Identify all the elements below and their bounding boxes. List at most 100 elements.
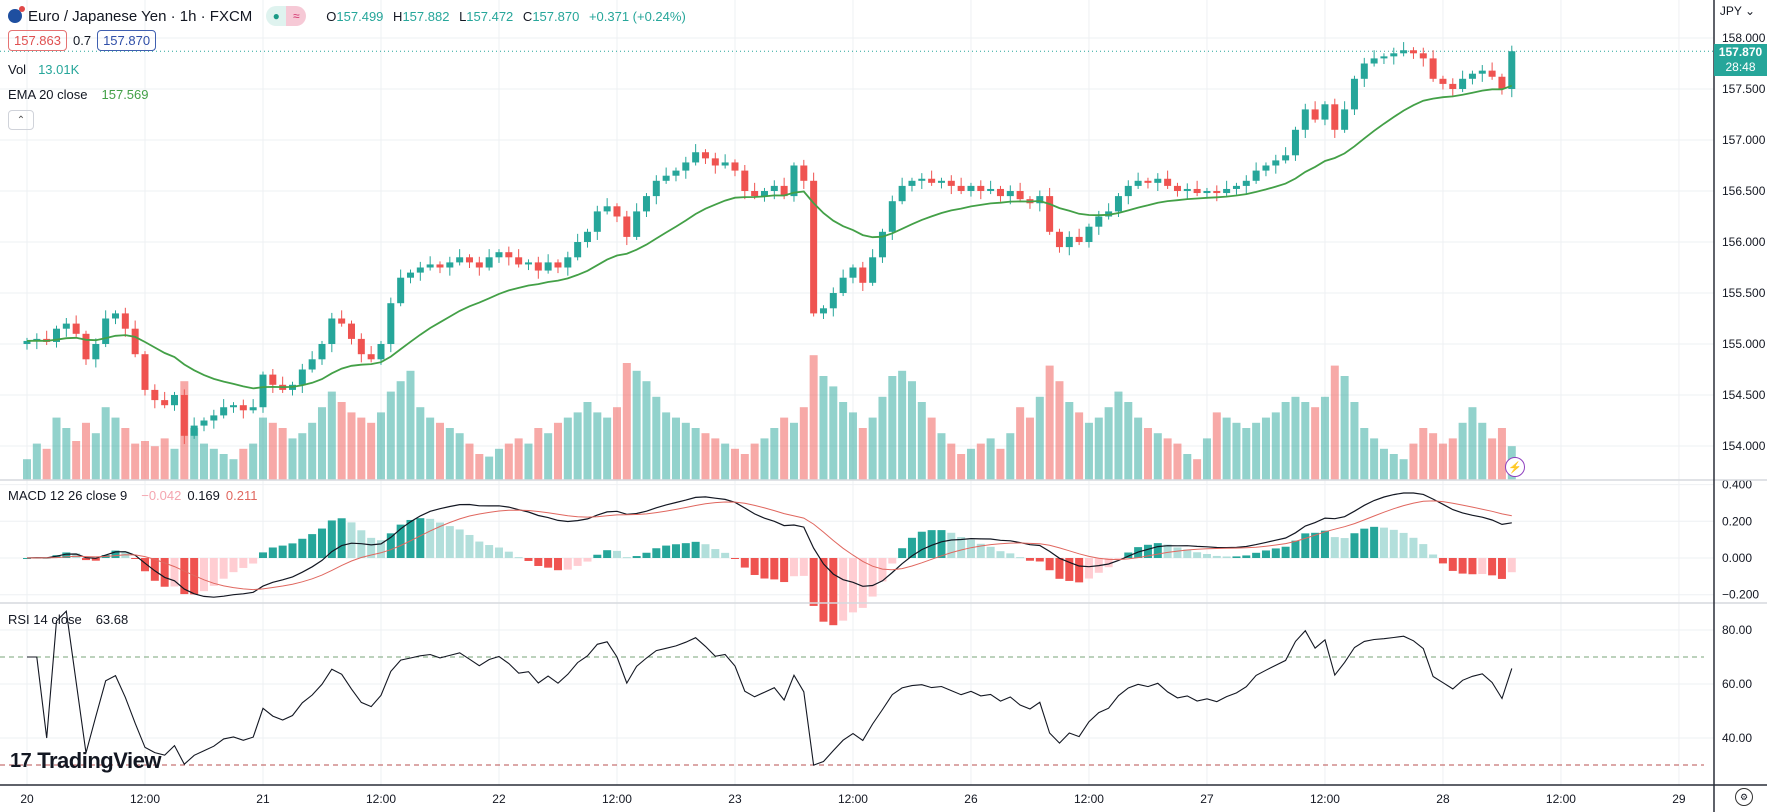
volume-bar xyxy=(1360,428,1369,480)
candle-body xyxy=(682,162,690,171)
macd-histogram-bar xyxy=(780,558,789,583)
candle-body xyxy=(377,344,385,360)
candle-body xyxy=(367,354,375,360)
candle-body xyxy=(751,191,759,197)
macd-histogram-bar xyxy=(681,543,690,558)
candle-body xyxy=(672,170,680,176)
buy-button[interactable]: 157.870 xyxy=(97,30,157,51)
macd-histogram-bar xyxy=(858,558,867,608)
macd-histogram-bar xyxy=(1320,530,1329,558)
macd-histogram-bar xyxy=(1006,553,1015,558)
ema-legend[interactable]: EMA 20 close 157.569 xyxy=(8,87,149,102)
candle-body xyxy=(1311,109,1319,120)
macd-histogram-bar xyxy=(288,543,297,558)
macd-histogram-bar xyxy=(416,518,425,558)
candle-body xyxy=(1213,191,1221,194)
macd-histogram-bar xyxy=(1340,538,1349,558)
volume-bar xyxy=(1006,433,1015,480)
volume-bar xyxy=(367,422,376,480)
candle-body xyxy=(446,262,454,268)
candle-body xyxy=(810,180,818,314)
volume-legend[interactable]: Vol 13.01K xyxy=(8,62,79,77)
volume-bar xyxy=(632,370,641,480)
currency-dropdown[interactable]: JPY ⌄ xyxy=(1719,4,1755,18)
time-tick-label: 22 xyxy=(492,792,506,806)
macd-histogram-bar xyxy=(140,558,149,572)
volume-bar xyxy=(1458,422,1467,480)
lightning-event-icon[interactable]: ⚡ xyxy=(1505,457,1525,477)
macd-histogram-bar xyxy=(396,524,405,558)
candle-body xyxy=(141,354,149,390)
volume-bar xyxy=(1212,412,1221,480)
macd-histogram-bar xyxy=(494,547,503,558)
volume-bar xyxy=(1202,438,1211,480)
volume-bar xyxy=(1094,417,1103,480)
volume-bar xyxy=(1134,417,1143,480)
volume-bar xyxy=(494,448,503,480)
sell-button[interactable]: 157.863 xyxy=(8,30,67,51)
volume-bar xyxy=(1281,402,1290,480)
volume-bar xyxy=(514,438,523,480)
rsi-legend[interactable]: RSI 14 close 63.68 xyxy=(8,612,128,627)
candle-body xyxy=(465,257,473,263)
macd-histogram-bar xyxy=(1222,556,1231,558)
macd-tick-label: 0.400 xyxy=(1722,478,1752,492)
rsi-tick-label: 40.00 xyxy=(1722,731,1752,745)
volume-bar xyxy=(701,433,710,480)
candle-body xyxy=(1478,70,1486,74)
candle-body xyxy=(652,180,660,197)
volume-bar xyxy=(52,417,61,480)
macd-line-value: 0.169 xyxy=(187,488,220,503)
candle-body xyxy=(239,405,247,411)
candle-body xyxy=(1301,109,1309,130)
volume-bar xyxy=(91,433,100,480)
volume-bar xyxy=(1389,454,1398,480)
candle-body xyxy=(72,323,80,334)
volume-bar xyxy=(1438,443,1447,480)
tradingview-logo[interactable]: 17 TradingView xyxy=(10,748,161,774)
candle-body xyxy=(515,257,523,265)
volume-bar xyxy=(278,428,287,480)
macd-histogram-bar xyxy=(514,557,523,559)
macd-legend[interactable]: MACD 12 26 close 9 −0.042 0.169 0.211 xyxy=(8,488,257,503)
time-tick-label: 12:00 xyxy=(838,792,868,806)
volume-bar xyxy=(839,402,848,480)
volume-bar xyxy=(524,443,533,480)
candle-body xyxy=(249,407,257,411)
candle-body xyxy=(839,277,847,293)
symbol-title[interactable]: Euro / Japanese Yen · 1h · FXCM xyxy=(28,7,253,25)
candle-body xyxy=(977,185,985,191)
settings-gear-icon[interactable]: ⚙ xyxy=(1735,788,1753,806)
macd-tick-label: −0.200 xyxy=(1722,588,1759,602)
candle-body xyxy=(574,242,582,258)
candle-body xyxy=(62,323,70,329)
macd-histogram-bar xyxy=(612,550,621,558)
macd-histogram-bar xyxy=(72,553,81,558)
candle-body xyxy=(190,425,198,436)
volume-bar xyxy=(721,443,730,480)
macd-histogram-bar xyxy=(376,540,385,558)
volume-bar xyxy=(1163,438,1172,480)
macd-histogram-bar xyxy=(367,537,376,558)
macd-histogram-bar xyxy=(1291,540,1300,558)
volume-bar xyxy=(1065,402,1074,480)
market-status[interactable]: ● ≈ xyxy=(266,6,307,26)
time-tick-label: 12:00 xyxy=(1074,792,1104,806)
candle-body xyxy=(583,231,591,242)
candle-body xyxy=(1016,191,1024,200)
volume-bar xyxy=(1055,381,1064,480)
time-tick-label: 12:00 xyxy=(1546,792,1576,806)
candle-body xyxy=(269,374,277,385)
volume-bar xyxy=(150,446,159,480)
macd-histogram-bar xyxy=(770,558,779,580)
volume-bar xyxy=(966,448,975,480)
candle-body xyxy=(1095,216,1103,227)
volume-bar xyxy=(337,402,346,480)
macd-histogram-bar xyxy=(642,552,651,558)
candle-body xyxy=(436,264,444,268)
symbol-legend[interactable]: Euro / Japanese Yen · 1h · FXCM ● ≈ O157… xyxy=(8,6,692,26)
volume-bar xyxy=(976,443,985,480)
open-value: 157.499 xyxy=(336,8,384,24)
collapse-legend-button[interactable]: ⌃ xyxy=(8,110,34,130)
